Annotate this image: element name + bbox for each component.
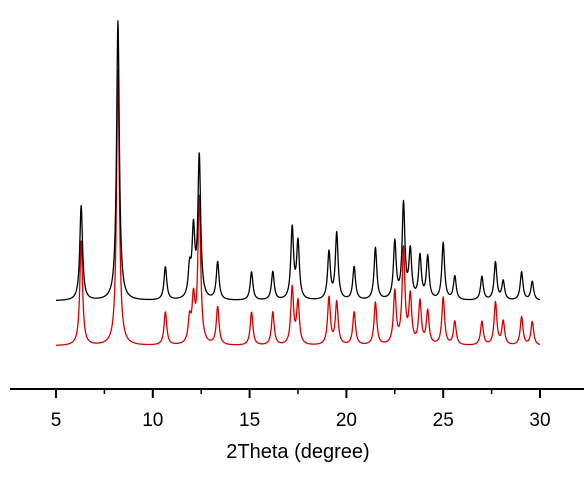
- x-axis-title: 2Theta (degree): [226, 441, 369, 463]
- x-tick-label: 20: [336, 410, 357, 431]
- x-tick-label: 25: [433, 410, 454, 431]
- x-tick-label: 15: [239, 410, 260, 431]
- series-line-red: [55, 69, 541, 346]
- x-axis: 5 10 15 20 25 30: [10, 388, 584, 431]
- series-layer: [55, 20, 541, 346]
- x-tick-label: 10: [142, 410, 163, 431]
- x-tick-label: 30: [529, 410, 550, 431]
- series-line-black: [55, 20, 541, 301]
- x-tick-label: 5: [51, 410, 62, 431]
